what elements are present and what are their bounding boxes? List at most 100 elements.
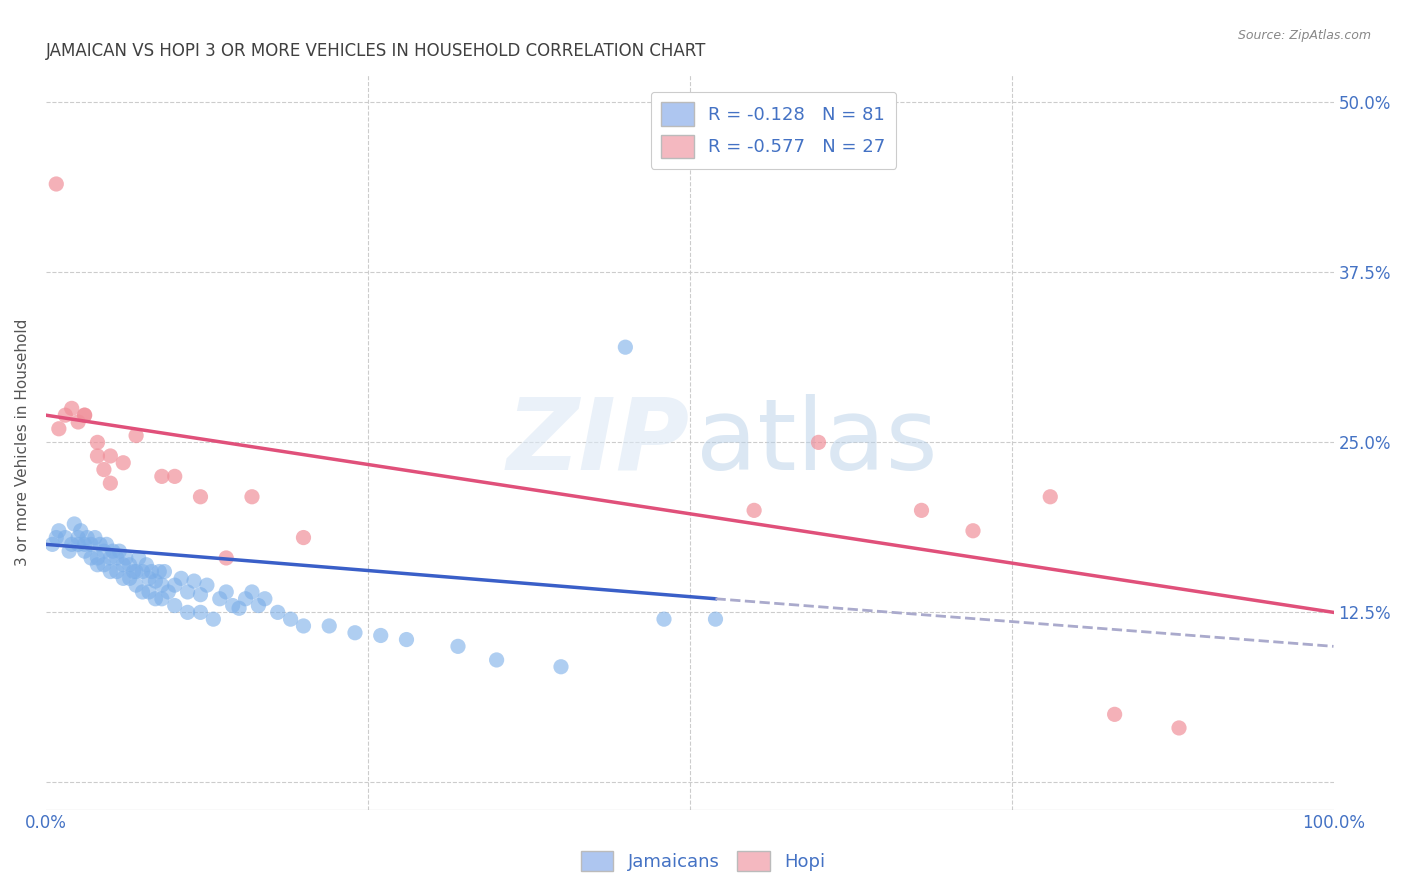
Point xyxy=(157,585,180,599)
Legend: Jamaicans, Hopi: Jamaicans, Hopi xyxy=(574,844,832,879)
Point xyxy=(202,612,225,626)
Point xyxy=(45,531,67,545)
Point xyxy=(1039,490,1062,504)
Point xyxy=(93,462,115,476)
Point xyxy=(240,490,263,504)
Point xyxy=(447,640,470,654)
Point xyxy=(183,574,205,588)
Point xyxy=(48,524,70,538)
Point xyxy=(215,585,238,599)
Text: ZIP: ZIP xyxy=(506,394,690,491)
Point xyxy=(86,558,108,572)
Point xyxy=(614,340,637,354)
Point xyxy=(67,537,90,551)
Point xyxy=(60,401,83,416)
Y-axis label: 3 or more Vehicles in Household: 3 or more Vehicles in Household xyxy=(15,318,30,566)
Point xyxy=(485,653,508,667)
Point xyxy=(962,524,984,538)
Point xyxy=(150,591,173,606)
Point xyxy=(93,544,115,558)
Point xyxy=(292,619,315,633)
Point xyxy=(370,628,392,642)
Point xyxy=(343,625,366,640)
Point xyxy=(163,578,186,592)
Point xyxy=(48,422,70,436)
Point xyxy=(122,565,145,579)
Point xyxy=(150,469,173,483)
Point xyxy=(73,408,96,422)
Point xyxy=(128,551,150,566)
Point xyxy=(135,558,157,572)
Point xyxy=(1104,707,1126,722)
Point xyxy=(550,659,572,673)
Point xyxy=(253,591,276,606)
Point xyxy=(98,449,121,463)
Point xyxy=(125,428,148,442)
Point xyxy=(73,537,96,551)
Point xyxy=(145,591,167,606)
Point xyxy=(318,619,340,633)
Point xyxy=(235,591,257,606)
Point xyxy=(267,605,290,619)
Point xyxy=(101,544,124,558)
Point xyxy=(131,565,153,579)
Point xyxy=(60,537,83,551)
Point xyxy=(98,551,121,566)
Point xyxy=(190,588,212,602)
Point xyxy=(96,537,118,551)
Point xyxy=(41,537,63,551)
Point xyxy=(86,551,108,566)
Point xyxy=(280,612,302,626)
Point xyxy=(105,551,128,566)
Point xyxy=(190,605,212,619)
Point xyxy=(125,565,148,579)
Point xyxy=(76,531,98,545)
Point xyxy=(240,585,263,599)
Point xyxy=(195,578,218,592)
Point xyxy=(807,435,830,450)
Legend: R = -0.128   N = 81, R = -0.577   N = 27: R = -0.128 N = 81, R = -0.577 N = 27 xyxy=(651,92,897,169)
Point xyxy=(45,177,67,191)
Point xyxy=(215,551,238,566)
Text: atlas: atlas xyxy=(696,394,938,491)
Point xyxy=(208,591,231,606)
Point xyxy=(176,585,198,599)
Point xyxy=(163,469,186,483)
Point xyxy=(163,599,186,613)
Point xyxy=(98,476,121,491)
Point xyxy=(138,571,160,585)
Point xyxy=(145,574,167,588)
Point xyxy=(93,558,115,572)
Point xyxy=(112,456,135,470)
Point xyxy=(395,632,418,647)
Text: Source: ZipAtlas.com: Source: ZipAtlas.com xyxy=(1237,29,1371,43)
Point xyxy=(176,605,198,619)
Point xyxy=(108,544,131,558)
Point xyxy=(910,503,932,517)
Point xyxy=(170,571,193,585)
Point xyxy=(742,503,765,517)
Point xyxy=(63,516,86,531)
Point xyxy=(114,551,136,566)
Point xyxy=(148,565,170,579)
Point xyxy=(80,537,103,551)
Point xyxy=(652,612,675,626)
Point xyxy=(704,612,727,626)
Point xyxy=(98,565,121,579)
Point xyxy=(141,565,163,579)
Text: JAMAICAN VS HOPI 3 OR MORE VEHICLES IN HOUSEHOLD CORRELATION CHART: JAMAICAN VS HOPI 3 OR MORE VEHICLES IN H… xyxy=(46,42,706,60)
Point xyxy=(247,599,270,613)
Point xyxy=(83,531,105,545)
Point xyxy=(112,558,135,572)
Point xyxy=(89,537,111,551)
Point xyxy=(53,531,76,545)
Point xyxy=(86,449,108,463)
Point xyxy=(138,585,160,599)
Point xyxy=(292,531,315,545)
Point xyxy=(73,408,96,422)
Point xyxy=(221,599,243,613)
Point xyxy=(67,415,90,429)
Point xyxy=(80,551,103,566)
Point xyxy=(105,565,128,579)
Point xyxy=(69,524,91,538)
